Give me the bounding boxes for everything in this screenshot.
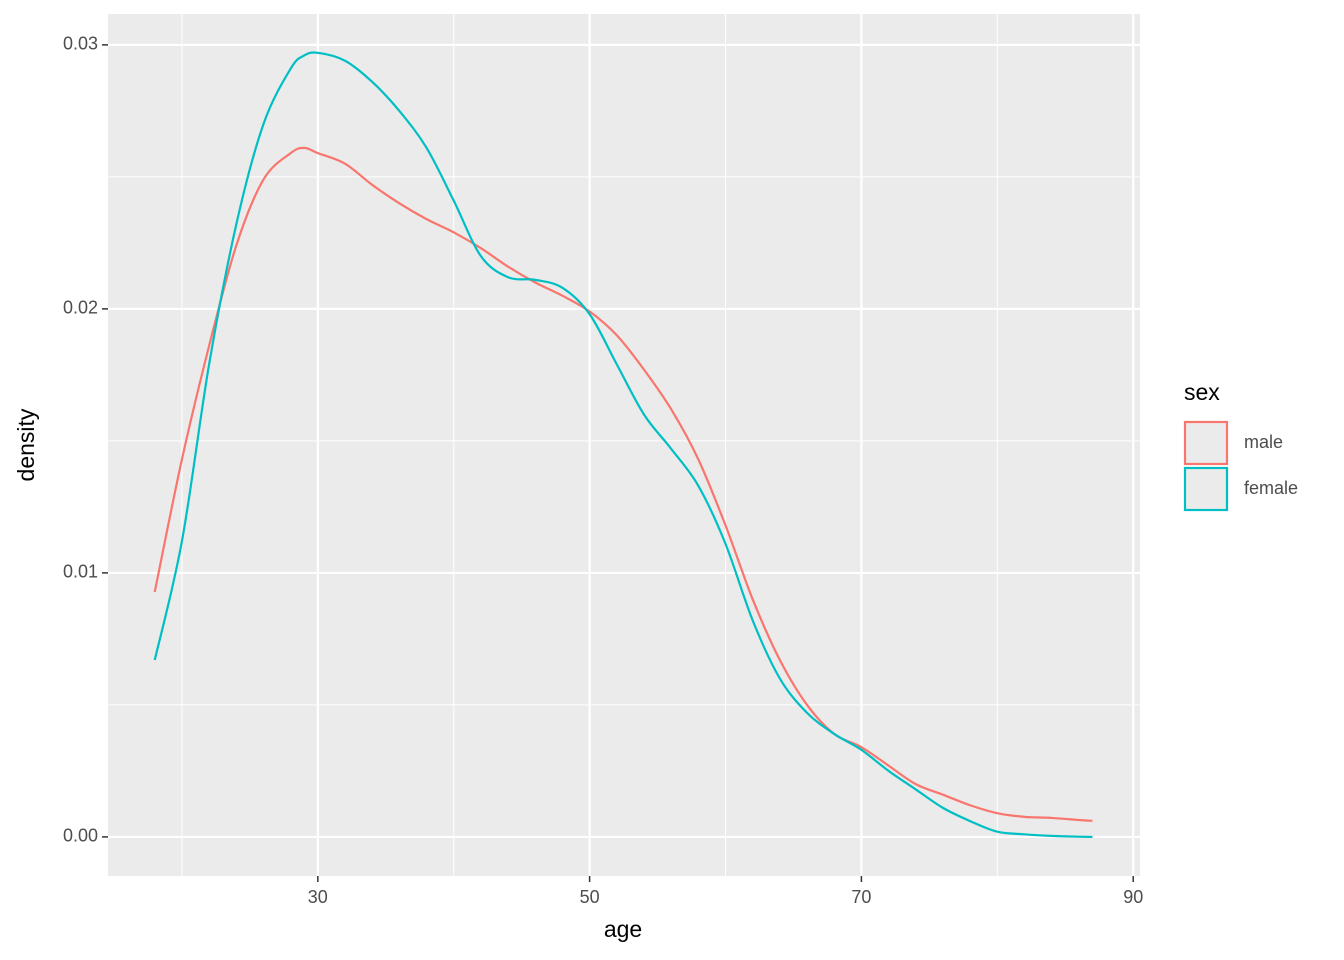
y-tick-label: 0.02: [63, 298, 98, 318]
panel-background: [108, 14, 1140, 876]
y-tick-label: 0.01: [63, 562, 98, 582]
x-axis-title: age: [604, 916, 642, 942]
legend-label: female: [1244, 478, 1298, 498]
y-tick-label: 0.00: [63, 826, 98, 846]
legend-key: [1183, 466, 1229, 512]
density-line: [153, 146, 1093, 822]
x-tick-label: 90: [1123, 887, 1143, 907]
y-axis-title: density: [13, 408, 39, 481]
legend-title: sex: [1184, 379, 1220, 405]
x-tick-label: 50: [580, 887, 600, 907]
density-line: [153, 51, 1093, 839]
legend-label: male: [1244, 432, 1283, 452]
x-tick-label: 70: [851, 887, 871, 907]
y-tick-label: 0.03: [63, 34, 98, 54]
legend-key: [1183, 420, 1229, 466]
x-tick-label: 30: [308, 887, 328, 907]
